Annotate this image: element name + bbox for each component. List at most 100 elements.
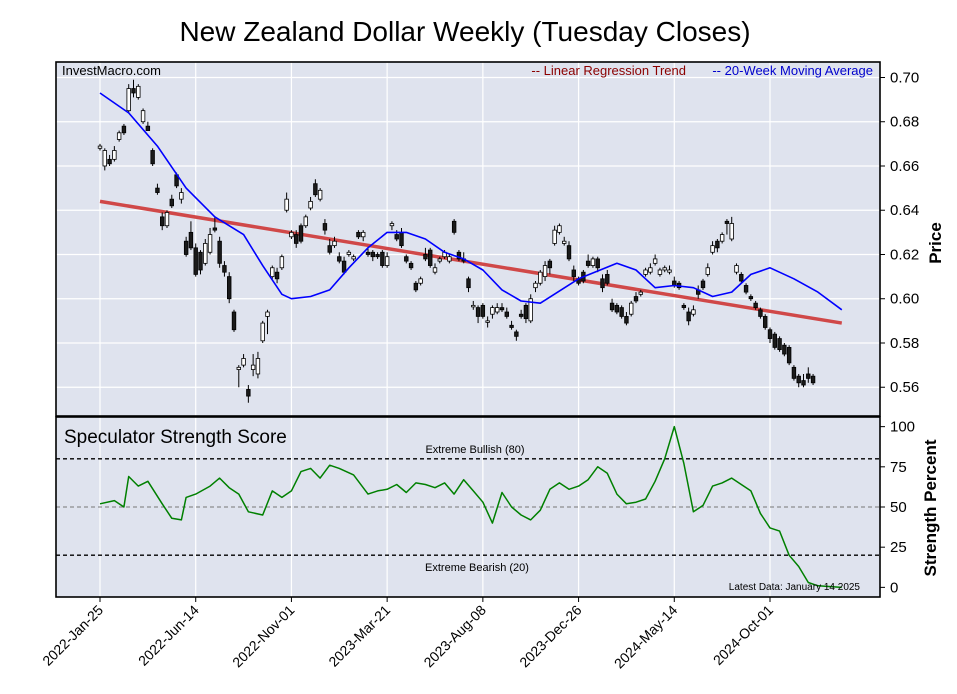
x-tick-label: 2022-Nov-01 xyxy=(229,602,298,671)
price-candle xyxy=(351,254,356,262)
candle-body xyxy=(126,88,131,112)
candle-body xyxy=(748,296,754,300)
price-candle xyxy=(207,227,213,255)
price-candle xyxy=(691,305,696,317)
price-candle xyxy=(447,254,452,264)
candle-body xyxy=(160,216,165,227)
price-candle xyxy=(193,243,198,277)
price-candle xyxy=(150,148,155,166)
candle-body xyxy=(542,265,548,278)
candle-body xyxy=(566,245,572,260)
candle-body xyxy=(475,307,481,317)
candle-body xyxy=(298,225,304,242)
candle-body xyxy=(188,231,194,249)
candle-body xyxy=(614,304,620,313)
candle-body xyxy=(432,267,438,273)
candle-body xyxy=(418,278,423,284)
price-candle xyxy=(619,305,624,319)
candle-body xyxy=(394,234,399,240)
candle-body xyxy=(284,198,289,211)
price-candle xyxy=(107,154,112,166)
price-candle xyxy=(183,236,189,257)
price-tick-label: 0.70 xyxy=(890,69,919,86)
candle-body xyxy=(231,311,237,331)
candle-body xyxy=(389,223,395,227)
candle-body xyxy=(571,269,576,278)
price-tick-label: 0.64 xyxy=(890,202,919,219)
price-candle xyxy=(188,221,194,251)
candle-body xyxy=(384,256,390,266)
candle-body xyxy=(265,311,270,317)
price-candle xyxy=(131,79,136,98)
price-candle xyxy=(753,300,758,310)
candle-body xyxy=(164,212,170,227)
price-candle xyxy=(260,320,265,343)
price-candle xyxy=(332,236,337,248)
candle-body xyxy=(533,282,538,289)
price-candle xyxy=(179,188,184,204)
price-candle xyxy=(595,256,600,273)
extreme-bullish-label: Extreme Bullish (80) xyxy=(425,444,524,456)
candle-body xyxy=(294,234,299,244)
candle-body xyxy=(351,256,356,260)
candle-body xyxy=(753,302,758,308)
price-candle xyxy=(681,303,687,310)
price-candle xyxy=(786,345,792,366)
price-candle xyxy=(432,263,438,275)
candle-body xyxy=(609,302,615,311)
price-candle xyxy=(614,303,620,315)
price-candle xyxy=(810,373,816,386)
price-candle xyxy=(772,331,777,350)
candle-body xyxy=(471,304,476,308)
candle-body xyxy=(715,240,720,249)
candle-body xyxy=(116,132,122,140)
candle-body xyxy=(552,229,557,244)
candle-body xyxy=(681,304,687,308)
candle-body xyxy=(217,240,222,264)
x-tick-label: 2022-Jan-25 xyxy=(39,602,106,669)
score-tick-label: 75 xyxy=(890,459,907,476)
legend-moving-average: -- 20-Week Moving Average xyxy=(712,63,873,78)
price-candle xyxy=(552,225,557,246)
candle-body xyxy=(782,344,787,355)
candle-body xyxy=(365,251,371,255)
price-candle xyxy=(246,385,251,403)
candle-body xyxy=(662,267,667,271)
price-candle xyxy=(389,221,395,231)
price-candle xyxy=(116,130,122,142)
price-candle xyxy=(418,276,423,286)
score-tick-label: 50 xyxy=(890,499,907,516)
candle-body xyxy=(585,260,591,266)
price-candle xyxy=(437,256,442,264)
price-candle xyxy=(629,300,634,317)
price-candle xyxy=(518,309,524,319)
candle-body xyxy=(657,269,663,275)
candle-body xyxy=(562,240,567,244)
x-tick-label: 2024-May-14 xyxy=(611,602,681,672)
extreme-bearish-label: Extreme Bearish (20) xyxy=(425,562,529,574)
price-candle xyxy=(739,272,744,284)
price-candle xyxy=(648,263,653,275)
candle-body xyxy=(729,223,734,240)
price-candle xyxy=(408,261,414,270)
candle-body xyxy=(710,245,715,253)
candle-body xyxy=(734,265,739,273)
candle-body xyxy=(786,347,792,364)
candle-body xyxy=(547,260,553,269)
candle-body xyxy=(437,258,442,262)
candle-body xyxy=(777,338,782,351)
candle-body xyxy=(279,256,285,269)
candle-body xyxy=(518,313,524,317)
price-candle xyxy=(322,219,328,235)
price-candle xyxy=(198,250,203,275)
candle-body xyxy=(791,366,797,379)
price-candle xyxy=(782,342,787,357)
price-candle xyxy=(380,250,385,268)
price-candle xyxy=(700,278,706,290)
candle-body xyxy=(801,380,806,386)
candle-body xyxy=(466,278,471,289)
candle-body xyxy=(356,231,361,238)
price-candle xyxy=(806,367,811,383)
candle-body xyxy=(150,150,155,165)
